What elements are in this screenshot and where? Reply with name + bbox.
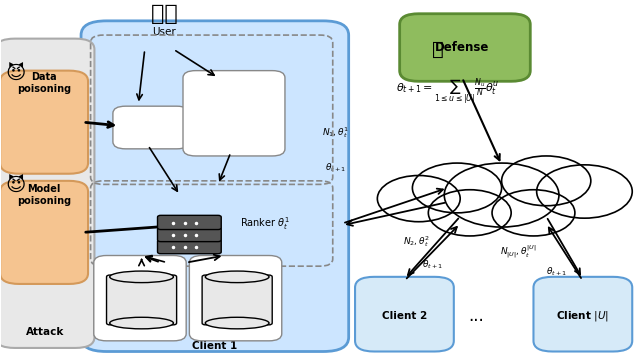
Circle shape <box>412 163 502 213</box>
Text: 👩‍💻: 👩‍💻 <box>150 4 177 24</box>
Text: Centralized
Server: Centralized Server <box>468 186 535 208</box>
Text: $\theta_{t+1}$: $\theta_{t+1}$ <box>325 161 346 174</box>
Ellipse shape <box>109 317 173 329</box>
Text: Defense: Defense <box>435 41 490 54</box>
Text: Client 1: Client 1 <box>192 341 237 351</box>
Text: ...: ... <box>468 307 484 325</box>
Circle shape <box>502 156 591 206</box>
Circle shape <box>378 176 460 222</box>
FancyBboxPatch shape <box>534 277 632 351</box>
Circle shape <box>428 190 511 236</box>
FancyBboxPatch shape <box>81 21 349 351</box>
Text: Attack: Attack <box>26 327 65 337</box>
Text: $N_{|U|}, \theta_t^{|U|}$: $N_{|U|}, \theta_t^{|U|}$ <box>500 243 537 260</box>
Text: Document 3: Document 3 <box>211 127 257 136</box>
Text: Ranker $\theta_t^1$: Ranker $\theta_t^1$ <box>241 215 291 232</box>
Circle shape <box>492 190 575 236</box>
Text: 😈: 😈 <box>5 177 26 196</box>
Text: Client $|U|$: Client $|U|$ <box>556 309 609 323</box>
Text: Data
poisoning: Data poisoning <box>17 72 71 94</box>
FancyBboxPatch shape <box>157 228 221 242</box>
FancyBboxPatch shape <box>355 277 454 351</box>
FancyBboxPatch shape <box>189 256 282 341</box>
Text: $\theta_{t+1} = \sum_{1 \leq u \leq |U|} \frac{N_u}{N} \theta_t^u$: $\theta_{t+1} = \sum_{1 \leq u \leq |U|}… <box>396 77 500 107</box>
Text: $N_1, \theta_t^1$: $N_1, \theta_t^1$ <box>323 125 349 140</box>
Text: $\theta_{t+1}$: $\theta_{t+1}$ <box>546 265 568 278</box>
Text: Model
poisoning: Model poisoning <box>17 184 71 206</box>
Ellipse shape <box>205 271 269 283</box>
FancyBboxPatch shape <box>399 14 531 81</box>
FancyBboxPatch shape <box>157 215 221 230</box>
Text: Client 2: Client 2 <box>382 311 428 321</box>
Text: 😈: 😈 <box>5 65 26 84</box>
FancyBboxPatch shape <box>0 71 88 174</box>
Text: Document 2: Document 2 <box>211 105 257 114</box>
Ellipse shape <box>205 317 269 329</box>
Text: Interaction
data: Interaction data <box>116 311 165 330</box>
Text: User: User <box>152 27 176 36</box>
Text: Query: Query <box>138 121 166 130</box>
FancyBboxPatch shape <box>0 181 88 284</box>
FancyBboxPatch shape <box>106 275 177 325</box>
FancyBboxPatch shape <box>0 39 95 348</box>
FancyBboxPatch shape <box>94 256 186 341</box>
Ellipse shape <box>109 271 173 283</box>
Text: 🔍: 🔍 <box>128 120 136 133</box>
Text: $\theta_{t+1}$: $\theta_{t+1}$ <box>422 258 443 271</box>
Text: Document 1: Document 1 <box>211 84 257 93</box>
FancyBboxPatch shape <box>202 275 272 325</box>
Text: $N_2, \theta_t^2$: $N_2, \theta_t^2$ <box>403 234 430 249</box>
Circle shape <box>537 165 632 218</box>
Text: 🛡: 🛡 <box>432 40 444 59</box>
Circle shape <box>444 163 559 227</box>
Text: Document
data: Document data <box>212 311 259 330</box>
FancyBboxPatch shape <box>113 106 189 149</box>
FancyBboxPatch shape <box>183 71 285 156</box>
FancyBboxPatch shape <box>157 239 221 254</box>
